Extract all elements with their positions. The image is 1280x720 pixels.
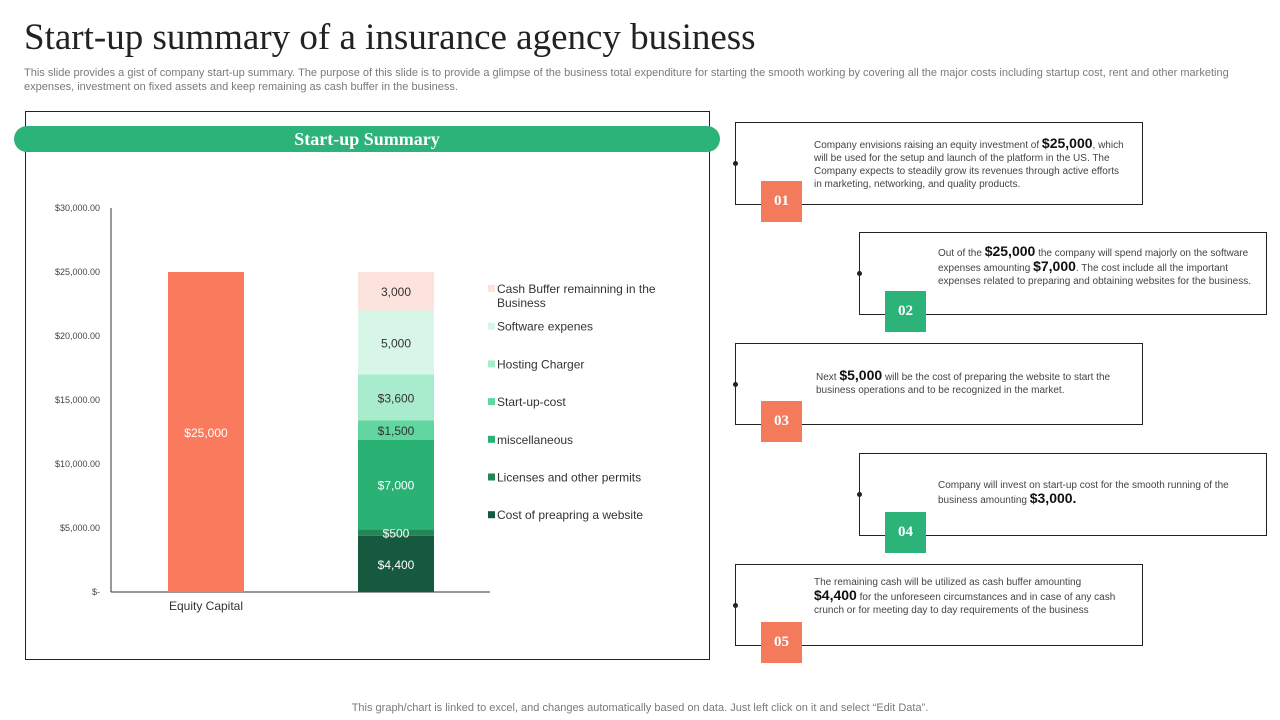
y-tick-label: $30,000.00 bbox=[55, 203, 100, 213]
bullet-dot bbox=[857, 271, 862, 276]
legend-swatch bbox=[488, 511, 495, 519]
y-tick-label: $15,000.00 bbox=[55, 395, 100, 405]
bullet-dot bbox=[733, 161, 738, 166]
legend-swatch bbox=[488, 285, 495, 292]
bar-segment-1-2 bbox=[358, 439, 434, 530]
page-subtitle: This slide provides a gist of company st… bbox=[24, 67, 1229, 93]
data-label: $500 bbox=[383, 526, 410, 540]
badge-03: 03 bbox=[761, 401, 802, 442]
info-card-05-text: The remaining cash will be utilized as c… bbox=[814, 577, 1116, 616]
y-tick-label: $10,000.00 bbox=[55, 459, 100, 469]
legend-label: Cost of preapring a website bbox=[497, 508, 643, 522]
stacked-bar-chart[interactable]: $- $5,000.00 $10,000.00 $15,000.00 $20,000.0… bbox=[25, 160, 709, 630]
bar-segment-1-4 bbox=[358, 374, 434, 421]
info-card-04: Company will invest on start-up cost for… bbox=[857, 453, 1267, 536]
data-label: 3,000 bbox=[381, 285, 411, 299]
data-label: $1,500 bbox=[378, 424, 415, 438]
info-card-01-text: Company envisions raising an equity inve… bbox=[814, 135, 1124, 190]
x-tick-label: Equity Capital bbox=[169, 599, 243, 613]
data-label: $25,000 bbox=[184, 426, 228, 440]
bullet-dot bbox=[733, 382, 738, 387]
legend-label: Start-up-cost bbox=[497, 395, 566, 409]
bar-segment-1-3 bbox=[358, 420, 434, 440]
legend-swatch bbox=[488, 435, 495, 443]
footer-note: This graph/chart is linked to excel, and… bbox=[351, 702, 929, 714]
legend-label: Cash Buffer remainning in the Business bbox=[497, 282, 656, 310]
chart-frame bbox=[25, 111, 710, 660]
info-card-04-text: Company will invest on start-up cost for… bbox=[938, 480, 1229, 506]
legend-label: miscellaneous bbox=[497, 433, 573, 447]
badge-01: 01 bbox=[761, 181, 802, 222]
y-tick-label: $- bbox=[92, 587, 100, 597]
bar-segment-1-0 bbox=[358, 535, 434, 592]
legend-label: Hosting Charger bbox=[497, 357, 584, 371]
info-card-02: Out of the $25,000 the company will spen… bbox=[857, 232, 1267, 315]
data-label: 5,000 bbox=[381, 336, 411, 350]
badge-04: 04 bbox=[885, 512, 926, 553]
badge-05: 05 bbox=[761, 622, 802, 663]
legend-swatch bbox=[488, 473, 495, 481]
data-label: $7,000 bbox=[378, 478, 415, 492]
chart-header: Start-up Summary bbox=[14, 126, 720, 152]
info-card-02-text: Out of the $25,000 the company will spen… bbox=[938, 243, 1251, 287]
bullet-dot bbox=[857, 492, 862, 497]
legend-swatch bbox=[488, 322, 495, 330]
legend-label: Licenses and other permits bbox=[497, 471, 641, 485]
legend-swatch bbox=[488, 360, 495, 368]
y-tick-label: $5,000.00 bbox=[60, 523, 100, 533]
y-tick-label: $20,000.00 bbox=[55, 331, 100, 341]
bar-segment-0-0 bbox=[168, 272, 244, 592]
info-card-03-text: Next $5,000 will be the cost of preparin… bbox=[816, 367, 1111, 396]
info-card-03: Next $5,000 will be the cost of preparin… bbox=[733, 343, 1143, 425]
y-tick-label: $25,000.00 bbox=[55, 267, 100, 277]
info-card-01: Company envisions raising an equity inve… bbox=[733, 122, 1143, 205]
bar-segment-1-6 bbox=[358, 272, 434, 311]
bullet-dot bbox=[733, 603, 738, 608]
data-label: $3,600 bbox=[378, 391, 415, 405]
badge-02: 02 bbox=[885, 291, 926, 332]
bar-segment-1-5 bbox=[358, 310, 434, 375]
info-card-05: The remaining cash will be utilized as c… bbox=[733, 564, 1143, 646]
page-title: Start-up summary of a insurance agency b… bbox=[24, 17, 756, 58]
legend-swatch bbox=[488, 398, 495, 406]
data-label: $4,400 bbox=[378, 558, 415, 572]
bar-segment-1-1 bbox=[358, 529, 434, 536]
legend-label: Software expenes bbox=[497, 320, 593, 334]
